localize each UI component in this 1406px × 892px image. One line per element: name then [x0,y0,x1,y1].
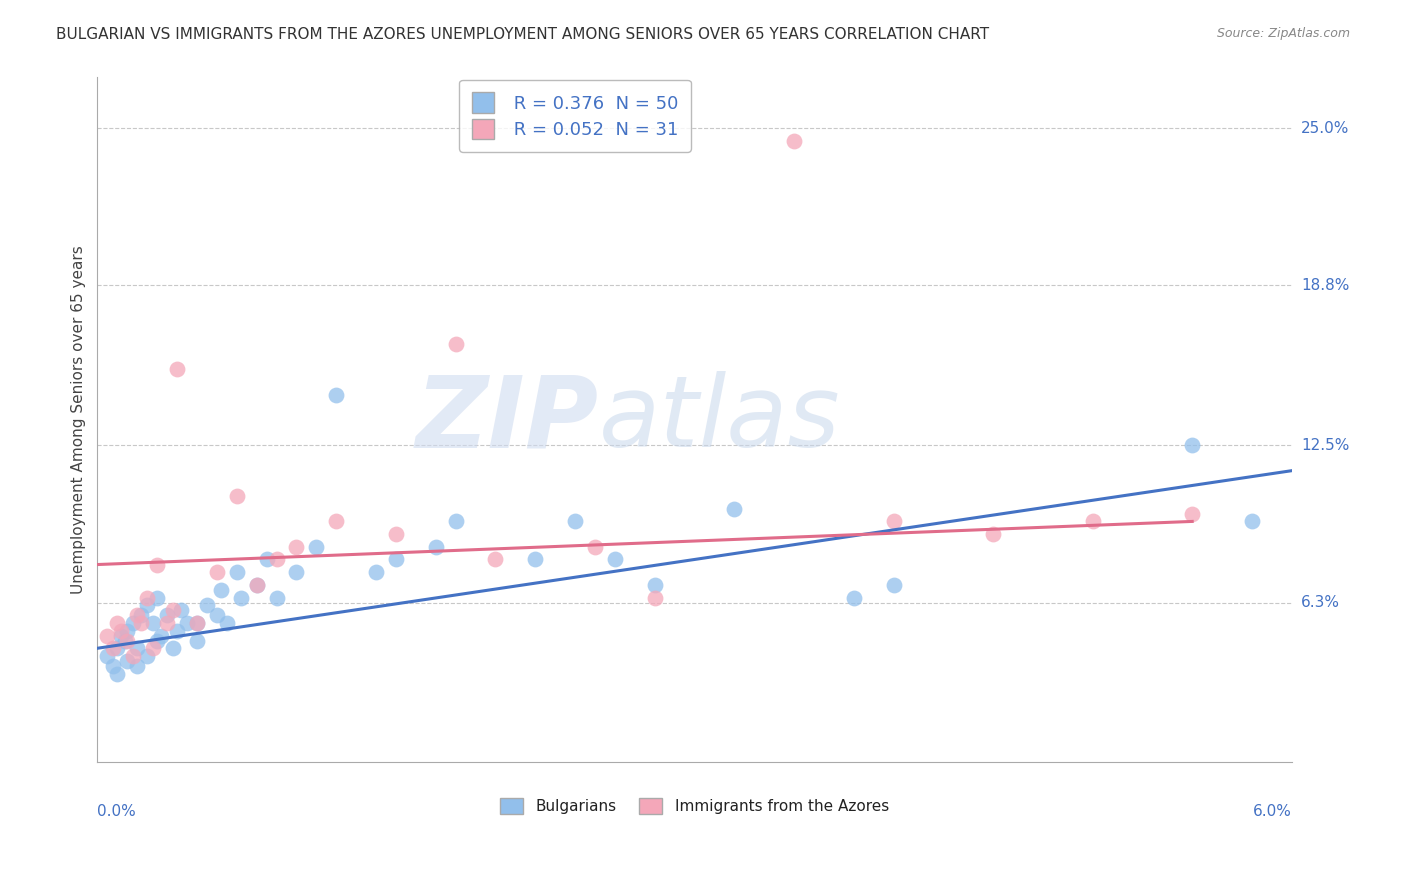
Point [209,582,232,597]
Legend: Bulgarians, Immigrants from the Azores: Bulgarians, Immigrants from the Azores [491,789,898,823]
Point [105,641,128,656]
Point [142,641,165,656]
Point [325,387,347,401]
Point [1240,515,1263,529]
Point [195,598,218,612]
Point [266,591,288,605]
Point [783,134,806,148]
Point [110,629,132,643]
Point [246,578,269,592]
Point [444,336,467,351]
Point [325,515,347,529]
Point [166,362,188,376]
Point [122,615,145,630]
Point [103,659,125,673]
Point [156,615,179,630]
Point [285,565,308,579]
Point [981,527,1004,541]
Point [644,578,666,592]
Point [162,603,184,617]
Point [114,633,136,648]
Text: 6.0%: 6.0% [1253,804,1292,819]
Point [103,641,125,656]
Point [127,659,149,673]
Point [110,624,132,638]
Point [146,558,169,572]
Point [170,603,193,617]
Text: ZIP: ZIP [416,371,599,468]
Point [142,615,165,630]
Text: 6.3%: 6.3% [1302,595,1340,610]
Point [176,615,198,630]
Point [444,515,467,529]
Text: atlas: atlas [599,371,841,468]
Point [127,641,149,656]
Point [385,527,408,541]
Point [425,540,447,554]
Text: BULGARIAN VS IMMIGRANTS FROM THE AZORES UNEMPLOYMENT AMONG SENIORS OVER 65 YEARS: BULGARIAN VS IMMIGRANTS FROM THE AZORES … [56,27,990,42]
Point [1181,438,1204,452]
Point [205,565,228,579]
Point [285,540,308,554]
Y-axis label: Unemployment Among Seniors over 65 years: Unemployment Among Seniors over 65 years [72,245,86,594]
Point [385,552,408,566]
Text: 0.0%: 0.0% [97,804,136,819]
Point [246,578,269,592]
Point [215,615,238,630]
Point [1181,507,1204,521]
Text: Source: ZipAtlas.com: Source: ZipAtlas.com [1216,27,1350,40]
Point [146,591,169,605]
Point [229,591,252,605]
Point [564,515,586,529]
Point [883,578,905,592]
Point [127,608,149,623]
Point [150,629,173,643]
Point [266,552,288,566]
Point [115,624,138,638]
Point [96,648,118,663]
Point [166,624,188,638]
Point [1081,515,1104,529]
Point [484,552,506,566]
Point [524,552,547,566]
Text: 18.8%: 18.8% [1302,278,1350,293]
Point [225,565,247,579]
Point [256,552,278,566]
Point [603,552,626,566]
Point [583,540,606,554]
Point [305,540,328,554]
Point [842,591,865,605]
Point [364,565,387,579]
Point [205,608,228,623]
Point [122,648,145,663]
Point [883,515,905,529]
Point [186,615,208,630]
Point [96,629,118,643]
Point [186,633,208,648]
Text: 25.0%: 25.0% [1302,120,1350,136]
Point [146,633,169,648]
Point [129,608,152,623]
Point [136,591,159,605]
Point [115,654,138,668]
Point [156,608,179,623]
Point [723,501,745,516]
Point [136,598,159,612]
Point [644,591,666,605]
Point [225,489,247,503]
Point [129,615,152,630]
Point [186,615,208,630]
Point [115,633,138,648]
Text: 12.5%: 12.5% [1302,438,1350,453]
Point [105,615,128,630]
Point [136,648,159,663]
Point [105,666,128,681]
Point [162,641,184,656]
